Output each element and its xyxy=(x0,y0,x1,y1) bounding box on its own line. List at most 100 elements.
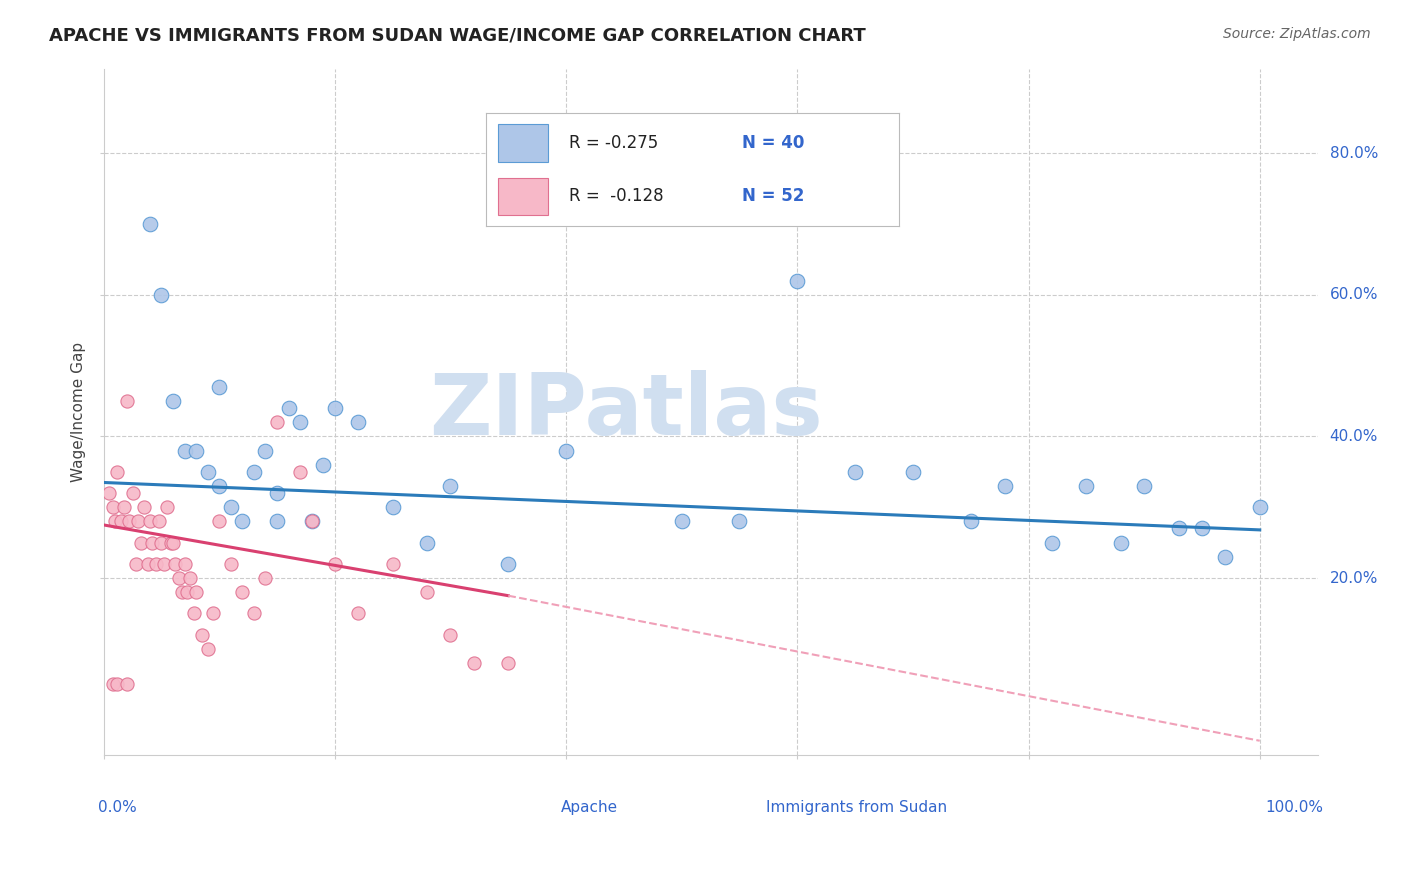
Point xyxy=(381,500,404,515)
Point xyxy=(439,627,461,641)
Point xyxy=(107,465,129,479)
Text: 40.0%: 40.0% xyxy=(1330,429,1378,444)
Text: 0.0%: 0.0% xyxy=(97,799,136,814)
Point xyxy=(112,500,135,515)
Point xyxy=(1040,535,1063,549)
Point xyxy=(959,515,981,529)
Point xyxy=(152,557,174,571)
Point xyxy=(1191,521,1213,535)
Point xyxy=(202,607,225,621)
Text: 100.0%: 100.0% xyxy=(1265,799,1323,814)
Point xyxy=(115,677,138,691)
Point xyxy=(1076,479,1098,493)
Point xyxy=(496,557,519,571)
Point xyxy=(416,585,439,599)
Text: 20.0%: 20.0% xyxy=(1330,571,1378,585)
Point xyxy=(179,571,201,585)
Point xyxy=(347,607,370,621)
Point xyxy=(219,557,242,571)
Point xyxy=(165,557,187,571)
Point xyxy=(197,465,219,479)
Point xyxy=(208,380,231,394)
Point xyxy=(301,515,323,529)
Text: 80.0%: 80.0% xyxy=(1330,146,1378,161)
Point xyxy=(243,465,266,479)
Point xyxy=(208,515,231,529)
Point xyxy=(159,535,181,549)
Point xyxy=(671,515,693,529)
Point xyxy=(994,479,1017,493)
Point xyxy=(162,394,184,409)
Point xyxy=(323,401,346,416)
Point xyxy=(148,515,170,529)
Point xyxy=(132,500,155,515)
Point xyxy=(288,465,311,479)
Point xyxy=(844,465,866,479)
Point xyxy=(173,443,195,458)
Point xyxy=(266,486,288,500)
Text: 60.0%: 60.0% xyxy=(1330,287,1378,302)
Point xyxy=(266,415,288,429)
Point xyxy=(191,627,214,641)
Point xyxy=(110,515,132,529)
Point xyxy=(786,274,808,288)
Point xyxy=(439,479,461,493)
Point xyxy=(288,415,311,429)
Point xyxy=(301,515,323,529)
Point xyxy=(107,677,129,691)
Point xyxy=(104,515,127,529)
Point xyxy=(208,479,231,493)
Point xyxy=(150,535,173,549)
Point xyxy=(496,656,519,670)
Point xyxy=(141,535,163,549)
Point xyxy=(176,585,198,599)
Point xyxy=(1109,535,1132,549)
Point xyxy=(1133,479,1156,493)
Point xyxy=(172,585,194,599)
Point xyxy=(184,443,207,458)
Point xyxy=(197,641,219,656)
Point xyxy=(312,458,335,472)
Point xyxy=(98,486,121,500)
Point xyxy=(901,465,924,479)
Point xyxy=(121,486,143,500)
Point xyxy=(463,656,485,670)
Point xyxy=(728,515,751,529)
Point xyxy=(101,677,124,691)
Point xyxy=(150,288,173,302)
Point xyxy=(416,535,439,549)
Point xyxy=(254,443,277,458)
Point xyxy=(219,500,242,515)
Point xyxy=(1213,549,1236,564)
Point xyxy=(254,571,277,585)
Point xyxy=(145,557,167,571)
Point xyxy=(162,535,184,549)
Point xyxy=(129,535,152,549)
Point xyxy=(156,500,179,515)
Point xyxy=(173,557,195,571)
Point xyxy=(184,585,207,599)
Point xyxy=(139,217,162,231)
Point xyxy=(125,557,148,571)
Point xyxy=(277,401,299,416)
Point xyxy=(167,571,190,585)
Point xyxy=(347,415,370,429)
Point xyxy=(1249,500,1271,515)
Y-axis label: Wage/Income Gap: Wage/Income Gap xyxy=(72,342,86,482)
Point xyxy=(101,500,124,515)
Point xyxy=(231,585,253,599)
Point xyxy=(139,515,162,529)
Point xyxy=(1167,521,1189,535)
Point xyxy=(127,515,149,529)
Point xyxy=(118,515,141,529)
Text: Apache: Apache xyxy=(561,799,617,814)
Point xyxy=(323,557,346,571)
Point xyxy=(266,515,288,529)
Point xyxy=(183,607,205,621)
Text: Source: ZipAtlas.com: Source: ZipAtlas.com xyxy=(1223,27,1371,41)
Text: APACHE VS IMMIGRANTS FROM SUDAN WAGE/INCOME GAP CORRELATION CHART: APACHE VS IMMIGRANTS FROM SUDAN WAGE/INC… xyxy=(49,27,866,45)
Point xyxy=(381,557,404,571)
Point xyxy=(243,607,266,621)
Point xyxy=(136,557,159,571)
Text: Immigrants from Sudan: Immigrants from Sudan xyxy=(766,799,946,814)
